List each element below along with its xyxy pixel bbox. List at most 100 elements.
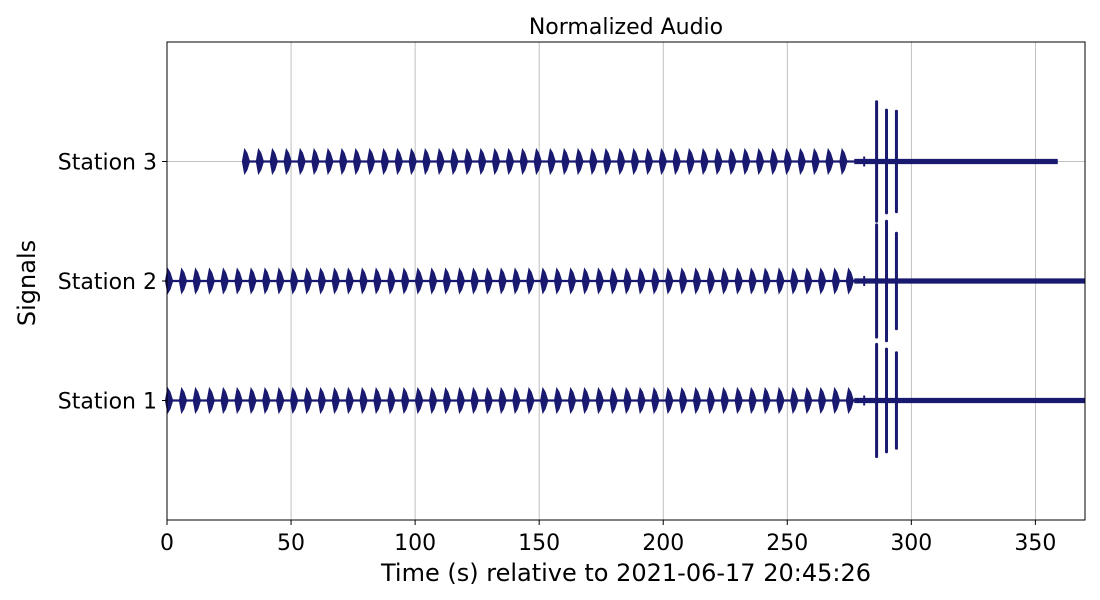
signal-burst xyxy=(831,386,841,415)
signal-burst xyxy=(692,267,702,295)
signal-burst xyxy=(734,386,743,415)
chart-title: Normalized Audio xyxy=(529,15,723,40)
signal-burst xyxy=(783,147,792,176)
signal-burst xyxy=(436,147,445,176)
signal-burst xyxy=(234,386,243,415)
y-tick-label: Station 1 xyxy=(58,390,157,415)
signal-burst xyxy=(769,147,779,176)
signal-burst xyxy=(345,386,354,415)
signal-burst xyxy=(720,386,729,415)
signal-burst xyxy=(533,147,542,176)
signal-burst xyxy=(831,267,841,295)
signal-burst xyxy=(728,147,737,176)
signal-burst xyxy=(289,267,299,295)
signal-burst xyxy=(359,267,368,295)
signal-burst xyxy=(498,267,507,295)
signal-burst xyxy=(547,147,556,176)
signal-burst xyxy=(512,267,521,295)
signal-burst xyxy=(206,386,215,415)
signal-burst xyxy=(839,147,848,176)
signal-burst xyxy=(762,267,771,295)
signal-burst xyxy=(512,386,521,415)
signal-burst xyxy=(464,147,473,176)
signal-burst xyxy=(553,386,563,415)
signal-burst xyxy=(797,147,806,176)
signal-burst xyxy=(387,267,396,295)
x-axis-ticks: 0 50 100 150 200 250 300 350 xyxy=(160,520,1056,556)
signal-burst xyxy=(470,386,479,415)
signal-burst xyxy=(720,267,729,295)
x-tick-label: 350 xyxy=(1014,531,1056,556)
signal-burst xyxy=(442,267,452,295)
signal-burst xyxy=(456,386,465,415)
signal-burst xyxy=(178,267,188,295)
signal-burst xyxy=(665,267,674,295)
signal-burst xyxy=(442,386,452,415)
signal-burst xyxy=(311,147,320,176)
signal-burst xyxy=(498,386,507,415)
signal-burst xyxy=(553,267,563,295)
signal-burst xyxy=(540,267,549,295)
signal-burst xyxy=(283,147,292,176)
signal-burst xyxy=(331,267,340,295)
signal-burst xyxy=(422,147,431,176)
signal-burst xyxy=(609,267,618,295)
y-axis-ticks: Station 1 Station 2 Station 3 xyxy=(58,151,167,415)
signal-burst xyxy=(248,267,257,295)
signal-burst xyxy=(484,267,493,295)
signal-burst xyxy=(178,386,188,415)
signal-burst xyxy=(373,386,382,415)
series-layer xyxy=(164,100,1085,459)
signal-burst xyxy=(373,267,382,295)
x-tick-label: 300 xyxy=(890,531,932,556)
signal-burst xyxy=(845,267,855,295)
signal-burst xyxy=(623,386,632,415)
signal-burst xyxy=(658,147,667,176)
signal-burst xyxy=(456,267,465,295)
signal-burst xyxy=(519,147,529,176)
signal-burst xyxy=(603,147,612,176)
signal-burst xyxy=(345,267,354,295)
signal-burst xyxy=(540,386,549,415)
signal-burst xyxy=(845,386,855,415)
signal-burst xyxy=(679,386,688,415)
signal-burst xyxy=(644,147,654,176)
signal-burst xyxy=(706,386,716,415)
signal-burst xyxy=(700,147,709,176)
signal-burst xyxy=(317,267,327,295)
signal-burst xyxy=(276,386,285,415)
signal-burst xyxy=(804,267,813,295)
signal-burst xyxy=(387,386,396,415)
signal-burst xyxy=(817,267,827,295)
signal-burst xyxy=(303,267,313,295)
signal-burst xyxy=(478,147,487,176)
signal-burst xyxy=(415,267,424,295)
signal-burst xyxy=(484,386,493,415)
series-station-3 xyxy=(241,100,1058,223)
signal-burst xyxy=(234,267,243,295)
signal-burst xyxy=(401,386,410,415)
signal-burst xyxy=(748,267,757,295)
signal-burst xyxy=(581,267,591,295)
x-tick-label: 250 xyxy=(766,531,808,556)
signal-burst xyxy=(630,147,640,176)
signal-burst xyxy=(303,386,313,415)
x-tick-label: 0 xyxy=(160,531,174,556)
signal-burst xyxy=(241,147,251,176)
signal-burst xyxy=(289,386,299,415)
signal-burst xyxy=(526,267,535,295)
signal-burst xyxy=(817,386,827,415)
signal-burst xyxy=(742,147,751,176)
signal-burst xyxy=(415,386,424,415)
signal-burst xyxy=(428,386,438,415)
signal-burst xyxy=(450,147,459,176)
signal-burst xyxy=(248,386,257,415)
signal-burst xyxy=(325,147,334,176)
signal-burst xyxy=(651,386,660,415)
series-station-1 xyxy=(164,342,1085,459)
signal-burst xyxy=(575,147,584,176)
x-tick-label: 100 xyxy=(394,531,436,556)
signal-burst xyxy=(359,386,368,415)
signal-burst xyxy=(623,267,632,295)
signal-burst xyxy=(567,267,577,295)
